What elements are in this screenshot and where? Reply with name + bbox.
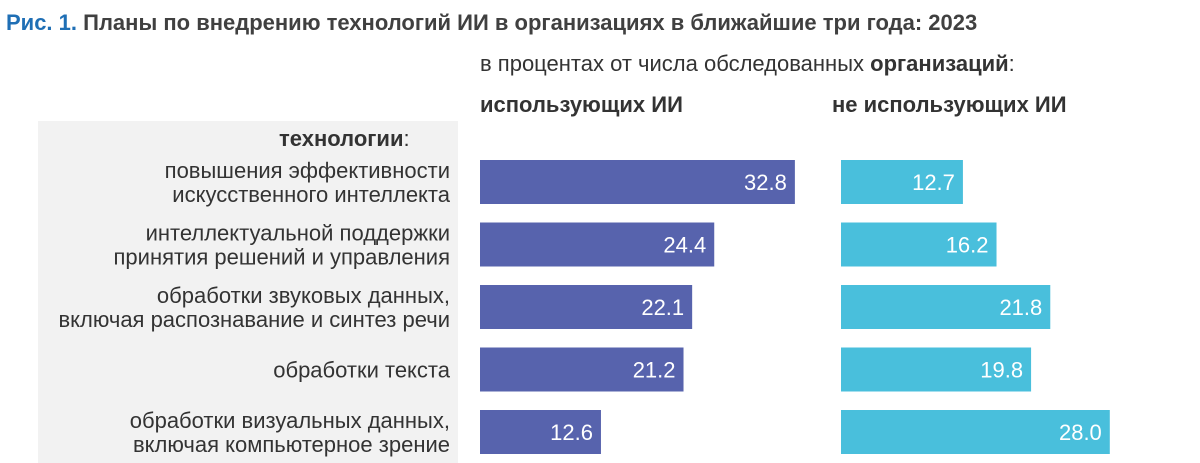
bar-series-1	[480, 222, 715, 267]
data-label: 21.2	[633, 358, 676, 383]
category-label: повышения эффективности искусственного ин…	[165, 158, 451, 207]
row-header: технологии:	[279, 126, 410, 152]
category-label: обработки текста	[273, 358, 451, 383]
data-label: 12.7	[912, 170, 955, 195]
data-label: 28.0	[1059, 420, 1102, 445]
category-label-panel	[38, 121, 458, 463]
bar-series-2	[841, 285, 1051, 329]
subtitle-bold: организаций	[870, 51, 1009, 76]
data-label: 16.2	[946, 233, 989, 258]
bar-series-1	[480, 347, 684, 392]
bar-series-2	[841, 160, 963, 204]
series-1-header: использующих ИИ	[480, 92, 683, 117]
bar-series-2	[841, 410, 1110, 454]
subtitle-suffix: :	[1008, 51, 1015, 76]
category-label: интеллектуальной поддержки принятия решен…	[114, 221, 450, 270]
data-label: 32.8	[744, 170, 787, 195]
data-label: 24.4	[663, 233, 706, 258]
data-label: 21.8	[999, 295, 1042, 320]
bar-series-2	[841, 222, 997, 267]
subtitle-prefix: в процентах от числа обследованных	[480, 51, 871, 76]
chart-subtitle: в процентах от числа обследованных орган…	[480, 51, 1015, 77]
row-header-suffix: :	[403, 126, 410, 151]
data-label: 19.8	[980, 358, 1023, 383]
bar-series-2	[841, 347, 1032, 392]
data-label: 12.6	[550, 420, 593, 445]
bar-series-1	[480, 410, 601, 454]
figure-title: Планы по внедрению технологий ИИ в орган…	[83, 10, 978, 35]
figure-number: Рис. 1.	[6, 10, 78, 35]
row-header-bold: технологии	[279, 126, 404, 151]
bar-series-1	[480, 160, 795, 204]
bar-series-1	[480, 285, 693, 329]
category-label: обработки визуальных данных, включая комп…	[130, 408, 450, 457]
category-label: обработки звуковых данных, включая распоз…	[58, 283, 450, 332]
data-label: 22.1	[641, 295, 684, 320]
series-2-header: не использующих ИИ	[832, 92, 1067, 117]
chart-title: Рис. 1. Планы по внедрению технологий ИИ…	[6, 10, 977, 36]
